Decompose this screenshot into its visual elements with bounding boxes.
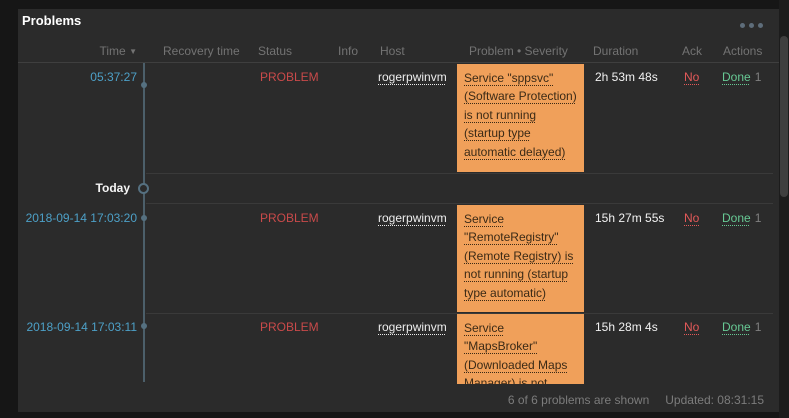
action-count: 1: [754, 70, 762, 84]
problem-time-link[interactable]: 05:37:27: [90, 70, 137, 84]
timeline-line: [143, 63, 145, 382]
column-header-host: Host: [380, 44, 405, 58]
action-done-link[interactable]: Done: [722, 320, 751, 334]
duration-value: 15h 27m 55s: [595, 211, 665, 225]
column-header-actions: Actions: [723, 44, 763, 58]
problem-severity-cell[interactable]: Service "MapsBroker" (Downloaded Maps Ma…: [457, 314, 584, 384]
problems-shown-text: 6 of 6 problems are shown: [507, 393, 650, 407]
action-done-link[interactable]: Done: [722, 211, 751, 225]
ack-link[interactable]: No: [684, 320, 700, 334]
ellipsis-icon: [758, 23, 763, 28]
problem-severity-cell[interactable]: Service "RemoteRegistry" (Remote Registr…: [457, 205, 584, 312]
actions-cell: Done 1: [722, 211, 761, 225]
column-header-recovery-time: Recovery time: [163, 44, 240, 58]
ack-link[interactable]: No: [684, 211, 700, 225]
today-divider: Today: [95, 181, 130, 195]
problem-severity-cell[interactable]: Service "sppsvc" (Software Protection) i…: [457, 64, 584, 172]
header-separator: [18, 62, 779, 63]
problem-time-link[interactable]: 2018-09-14 17:03:20: [25, 211, 137, 225]
duration-value: 15h 28m 4s: [595, 320, 658, 334]
problem-time-link[interactable]: 2018-09-14 17:03:11: [26, 320, 137, 334]
duration-value: 2h 53m 48s: [595, 70, 658, 84]
updated-timestamp: Updated: 08:31:15: [665, 393, 764, 407]
host-link[interactable]: rogerpwinvm: [378, 211, 447, 225]
status-badge: PROBLEM: [260, 211, 319, 225]
actions-cell: Done 1: [722, 70, 761, 84]
row-separator: [146, 173, 773, 174]
action-done-link[interactable]: Done: [722, 70, 751, 84]
timeline-dot: [141, 82, 147, 88]
action-count: 1: [754, 320, 762, 334]
host-link[interactable]: rogerpwinvm: [378, 320, 447, 334]
status-badge: PROBLEM: [260, 320, 319, 334]
column-header-duration: Duration: [593, 44, 639, 58]
actions-cell: Done 1: [722, 320, 761, 334]
problems-widget: Problems Time ▼ Recovery time Status Inf…: [18, 9, 779, 412]
widget-footer: 6 of 6 problems are shown Updated: 08:31…: [508, 393, 764, 407]
scrollbar-thumb[interactable]: [780, 36, 788, 197]
row-separator: [146, 313, 773, 314]
row-separator: [146, 203, 773, 204]
timeline-dot: [141, 215, 147, 221]
ellipsis-icon: [749, 23, 754, 28]
column-header-problem-severity: Problem • Severity: [469, 44, 568, 58]
ack-link[interactable]: No: [684, 70, 700, 84]
column-header-status: Status: [258, 44, 293, 58]
timeline-dot: [141, 323, 147, 329]
action-count: 1: [754, 211, 762, 225]
column-header-info: Info: [338, 44, 359, 58]
sort-desc-icon: ▼: [129, 47, 137, 56]
ellipsis-icon: [740, 23, 745, 28]
widget-title: Problems: [22, 13, 82, 28]
timeline-today-marker: [138, 183, 149, 194]
column-header-time[interactable]: Time ▼: [99, 44, 138, 58]
widget-menu-button[interactable]: [736, 19, 767, 32]
scrollbar: [779, 0, 789, 418]
column-header-ack: Ack: [682, 44, 703, 58]
status-badge: PROBLEM: [260, 70, 319, 84]
host-link[interactable]: rogerpwinvm: [378, 70, 447, 84]
